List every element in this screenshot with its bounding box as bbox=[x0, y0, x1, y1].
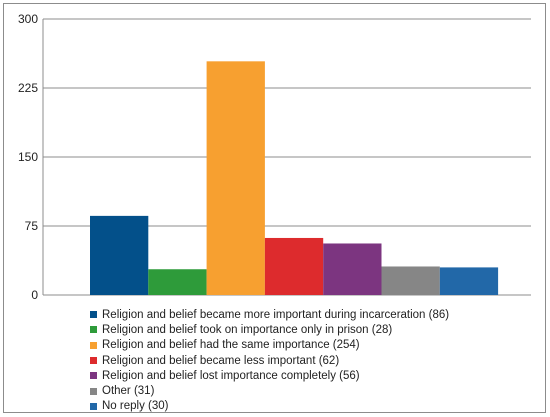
legend-item: Other (31) bbox=[90, 383, 540, 398]
bar bbox=[148, 269, 207, 295]
legend-item: Religion and belief became less importan… bbox=[90, 353, 540, 368]
legend-label: Religion and belief lost importance comp… bbox=[102, 369, 360, 382]
legend-label: No reply (30) bbox=[102, 400, 169, 413]
legend-swatch bbox=[90, 402, 97, 410]
legend-label: Religion and belief became less importan… bbox=[102, 354, 340, 367]
legend-swatch bbox=[90, 357, 97, 365]
legend-label: Religion and belief took on importance o… bbox=[102, 323, 393, 336]
bar-chart: 0 75 150 225 300 bbox=[18, 12, 531, 300]
legend-label: Religion and belief had the same importa… bbox=[102, 339, 360, 352]
legend-swatch bbox=[90, 372, 97, 380]
y-tick-label: 0 bbox=[31, 288, 38, 300]
legend-item: Religion and belief became more importan… bbox=[90, 307, 540, 322]
bar bbox=[381, 266, 440, 295]
bar bbox=[323, 243, 382, 295]
legend-label: Other (31) bbox=[102, 385, 155, 398]
bar bbox=[206, 61, 265, 295]
bar bbox=[90, 215, 149, 295]
bar bbox=[439, 267, 499, 295]
legend-item: Religion and belief took on importance o… bbox=[90, 322, 540, 337]
legend-swatch bbox=[90, 311, 97, 319]
legend-swatch bbox=[90, 341, 97, 349]
legend-item: Religion and belief lost importance comp… bbox=[90, 368, 540, 383]
bar bbox=[264, 237, 324, 295]
y-tick-label: 225 bbox=[18, 81, 38, 95]
chart-legend: Religion and belief became more importan… bbox=[90, 307, 540, 414]
y-tick-label: 300 bbox=[18, 12, 38, 26]
y-tick-label: 75 bbox=[25, 219, 39, 233]
legend-item: Religion and belief had the same importa… bbox=[90, 338, 540, 353]
legend-item: No reply (30) bbox=[90, 399, 540, 414]
y-tick-label: 150 bbox=[18, 150, 38, 164]
legend-swatch bbox=[90, 326, 97, 334]
legend-swatch bbox=[90, 387, 97, 395]
legend-label: Religion and belief became more importan… bbox=[102, 308, 450, 321]
